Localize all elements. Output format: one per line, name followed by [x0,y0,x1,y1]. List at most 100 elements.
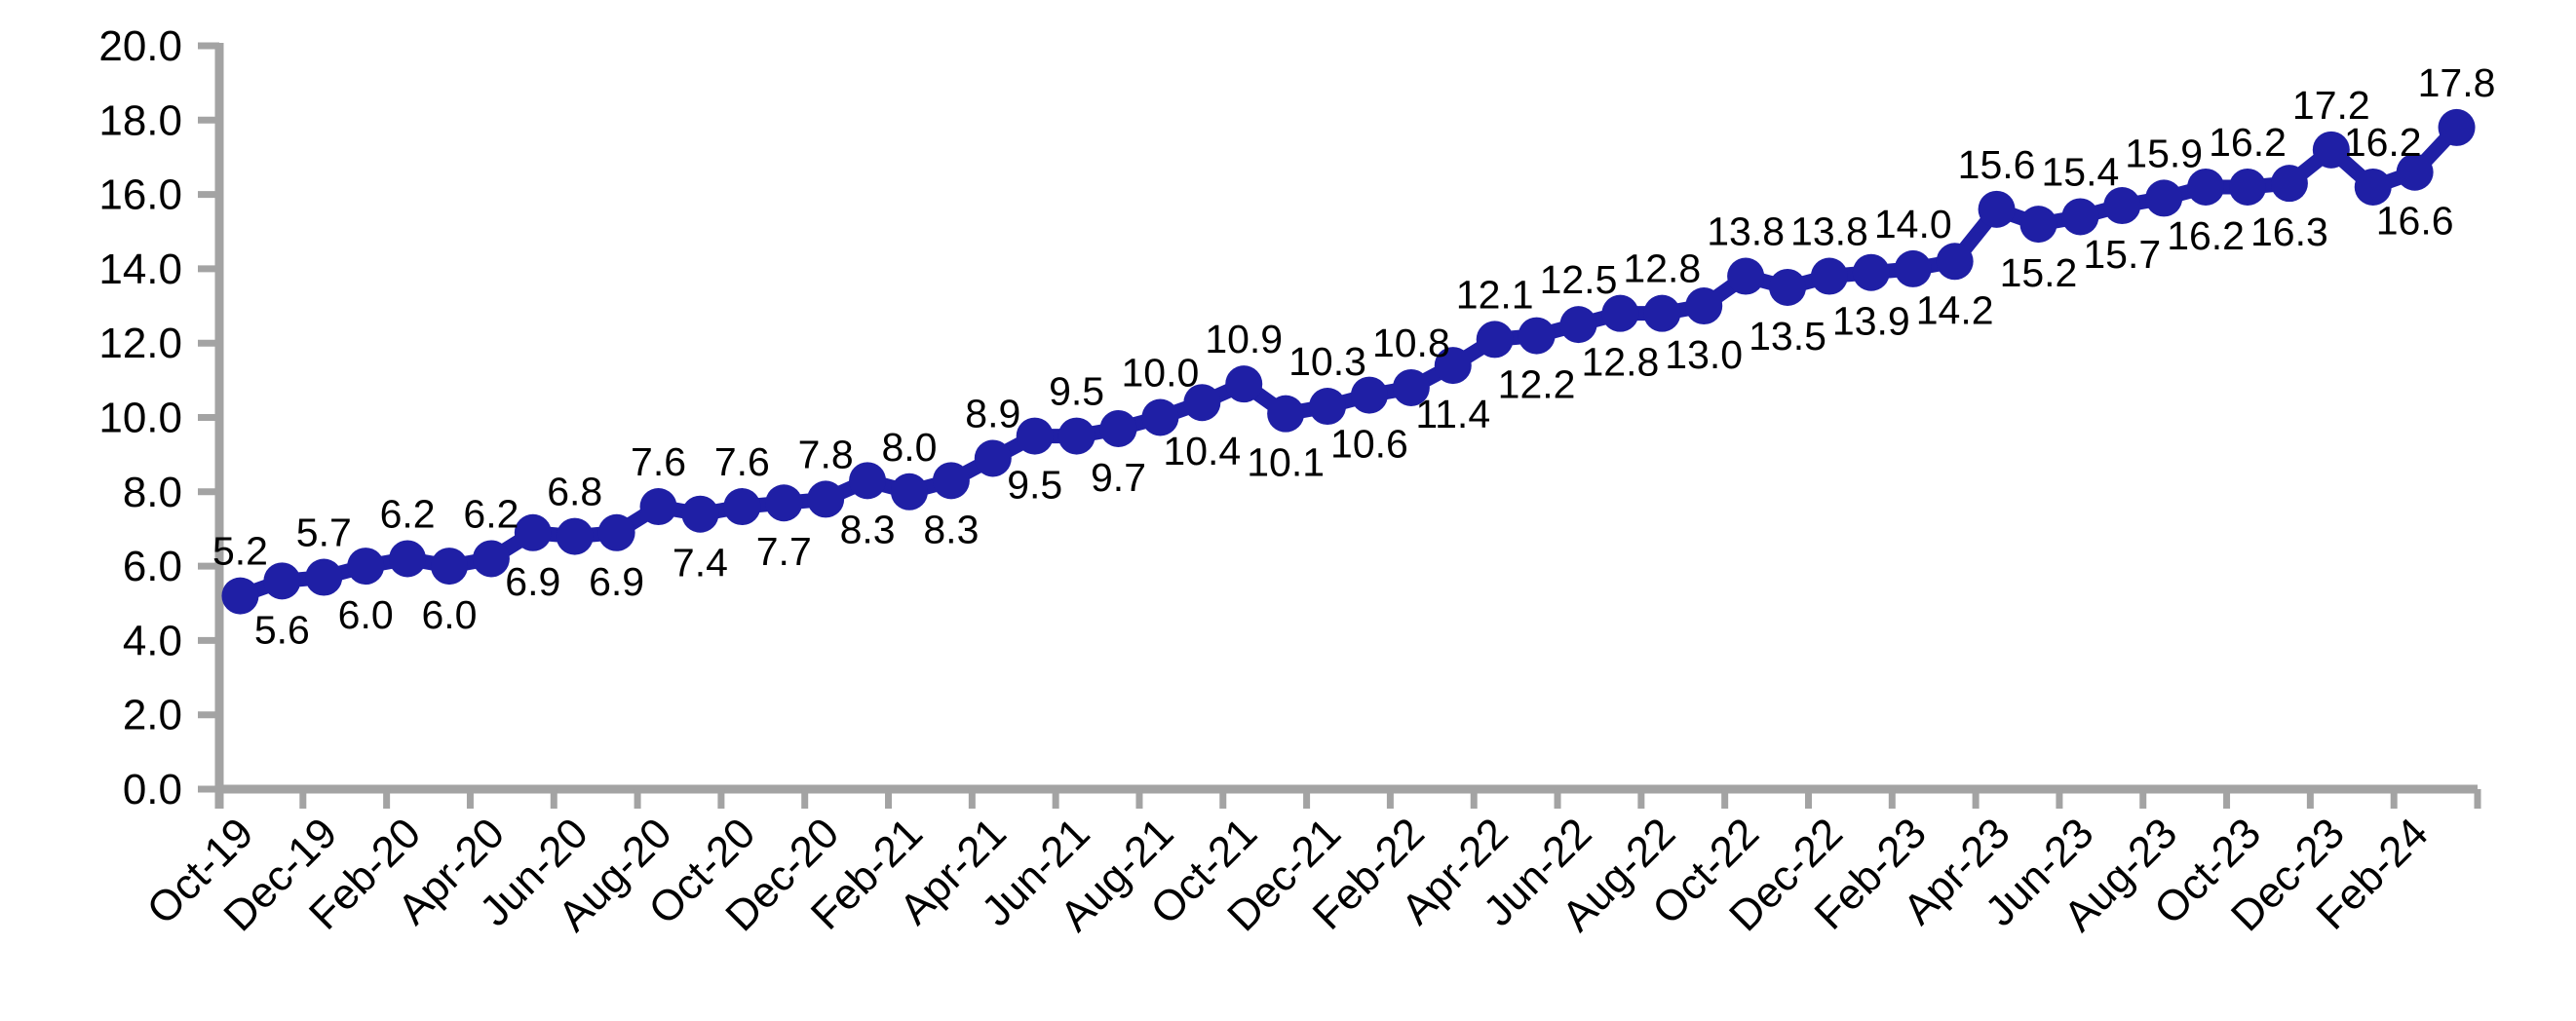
data-point-marker [1643,294,1681,332]
data-point-marker [2396,153,2434,191]
data-label: 10.4 [1163,429,1241,473]
data-point-marker [2438,108,2476,146]
data-point-marker [1141,398,1179,436]
data-label: 15.2 [2000,250,2078,295]
data-point-marker [932,462,970,500]
data-label: 12.1 [1456,272,1534,317]
data-point-marker [1476,321,1514,359]
data-label: 5.6 [254,607,310,652]
data-label: 8.3 [923,507,979,551]
data-label: 8.9 [965,391,1020,435]
data-label: 8.3 [840,507,896,551]
series-markers [221,108,2476,615]
data-label: 7.7 [756,529,812,574]
data-label: 9.7 [1091,455,1146,500]
data-point-marker [2229,168,2267,206]
y-axis-label: 4.0 [123,617,182,664]
data-point-marker [1894,249,1932,287]
data-label: 10.3 [1288,339,1366,384]
data-point-marker [514,513,552,551]
data-point-marker [1350,376,1388,414]
data-point-marker [849,462,887,500]
data-point-marker [1099,409,1137,447]
y-axis-label: 2.0 [123,692,182,739]
data-point-marker [1267,395,1305,433]
data-point-marker [597,513,635,551]
data-label: 13.9 [1832,299,1910,344]
data-point-marker [2145,179,2183,217]
data-label: 7.4 [673,541,728,586]
x-axis: Oct-19Dec-19Feb-20Apr-20Jun-20Aug-20Oct-… [138,784,2481,940]
data-point-marker [1057,417,1096,455]
data-label: 15.6 [1958,142,2036,187]
data-point-marker [1852,253,1890,291]
data-point-marker [347,548,385,586]
data-point-marker [1016,417,1054,455]
data-label: 15.4 [2041,149,2119,194]
data-label: 16.3 [2250,209,2328,254]
data-point-marker [389,540,427,578]
data-point-marker [1978,190,2016,228]
data-label: 8.0 [881,425,937,470]
data-point-marker [1518,317,1556,355]
data-point-marker [639,488,677,526]
data-labels: 5.2 5.6 5.7 6.0 6.2 6.0 6.2 6.9 6.8 6.9 7.6 7.4 7.6 7… [212,60,2495,652]
data-label: 7.6 [714,439,770,484]
data-point-marker [890,473,928,510]
data-point-marker [1769,268,1807,306]
data-point-marker [2312,131,2350,169]
data-label: 13.8 [1707,209,1785,254]
data-label: 5.2 [212,529,268,574]
data-point-marker [1601,294,1639,332]
data-label: 10.8 [1372,321,1450,365]
data-point-marker [1434,347,1472,385]
data-label: 6.8 [547,470,602,514]
data-label: 6.2 [380,491,436,536]
data-point-marker [430,548,468,586]
data-point-marker [2061,198,2099,236]
data-point-marker [1685,287,1723,325]
data-point-marker [556,517,594,555]
y-axis-label: 18.0 [98,96,182,144]
data-label: 7.8 [798,432,854,476]
y-axis-label: 0.0 [123,766,182,813]
data-label: 12.8 [1581,340,1659,385]
data-point-marker [681,495,719,533]
data-label: 6.0 [338,592,394,637]
data-point-marker [2187,168,2225,206]
data-label: 13.5 [1749,314,1826,359]
data-label: 10.0 [1122,351,1200,396]
data-label: 7.6 [631,439,686,484]
data-label: 6.9 [589,559,644,604]
data-label: 6.2 [463,491,519,536]
data-label: 14.2 [1916,287,1994,332]
data-label: 11.4 [1415,392,1490,436]
data-label: 5.7 [296,510,352,555]
y-axis-label: 6.0 [123,543,182,590]
data-label: 10.6 [1330,422,1408,467]
data-point-marker [1727,257,1765,295]
data-label: 17.8 [2418,60,2496,105]
data-label: 14.0 [1874,202,1952,246]
data-point-marker [305,558,343,596]
data-point-marker [1225,365,1263,403]
data-label: 16.2 [2167,213,2245,258]
data-point-marker [1392,368,1430,406]
data-point-marker [2019,206,2057,244]
data-label: 15.9 [2125,131,2203,175]
y-axis: 0.0 2.0 4.0 6.0 8.0 10.0 12.0 14.0 16.0 18.0 20.0 [98,22,224,813]
data-label: 9.5 [1007,463,1062,508]
data-label: 6.0 [421,592,477,637]
y-axis-label: 12.0 [98,320,182,367]
data-point-marker [472,540,510,578]
data-point-marker [1183,384,1221,422]
data-label: 17.2 [2292,83,2370,128]
data-label: 10.9 [1205,317,1283,361]
data-label: 12.5 [1540,257,1618,302]
data-point-marker [2103,187,2141,225]
data-point-marker [263,562,301,600]
data-label: 15.7 [2083,232,2161,277]
y-axis-label: 16.0 [98,171,182,219]
